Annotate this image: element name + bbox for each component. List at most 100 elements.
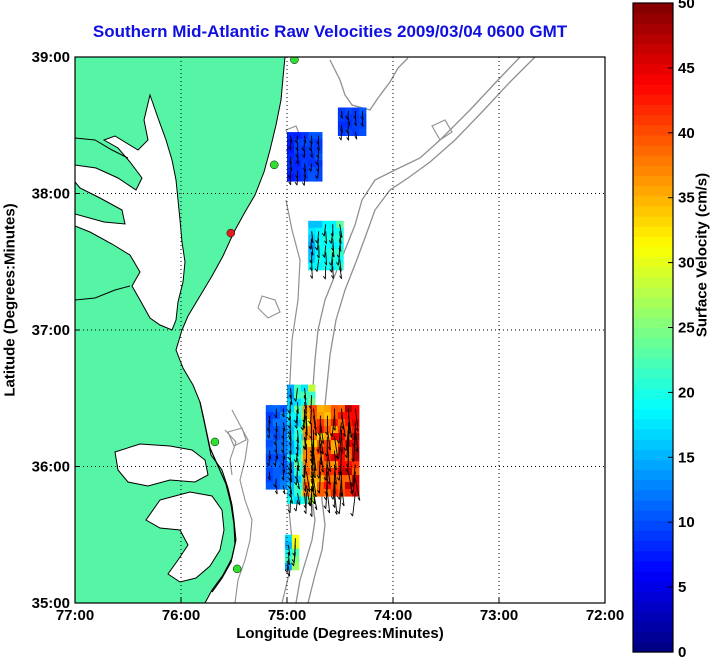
velocity-arrowhead [335,455,339,460]
x-tick-label: 74:00 [374,607,412,624]
velocity-arrowhead [324,261,328,266]
colorbar-swatch [633,611,673,623]
velocity-arrow [286,559,289,573]
colorbar-swatch [633,84,673,95]
velocity-arrowhead [274,490,278,495]
velocity-cell [316,461,325,469]
x-tick-label: 75:00 [268,607,306,624]
velocity-arrowhead [316,254,320,259]
velocity-arrow [311,266,313,279]
velocity-arrow [339,266,343,279]
colorbar-swatch [633,631,673,643]
x-tick-label: 77:00 [56,607,94,624]
velocity-cell [284,534,293,543]
velocity-arrowhead [288,451,292,455]
colorbar-swatch [633,449,673,460]
velocity-arrow [304,479,307,492]
velocity-cell [265,440,274,448]
x-tick-label: 72:00 [586,607,624,624]
velocity-arrowhead [357,497,361,501]
velocity-cell [351,440,360,448]
velocity-arrow [339,478,342,500]
velocity-arrowhead [297,501,301,506]
x-tick-label: 76:00 [162,607,200,624]
velocity-arrow [338,492,342,514]
velocity-cell [344,482,353,490]
velocity-arrow [317,170,319,179]
velocity-arrow [295,409,298,424]
velocity-arrow [318,429,321,453]
velocity-arrowhead [309,488,313,493]
colorbar-swatch [633,63,673,75]
velocity-arrow [325,231,327,244]
isobath-loop-1 [431,119,453,141]
velocity-arrowhead [310,275,313,279]
colorbar-swatch [633,459,673,471]
velocity-arrow [347,450,349,473]
velocity-arrow [332,478,335,500]
velocity-cell [316,475,325,483]
colorbar-swatch [633,428,673,440]
colorbar-tick-label: 30 [678,255,695,272]
velocity-arrowhead [307,502,311,506]
velocity-arrow [325,457,328,481]
colorbar-swatch [633,378,673,389]
velocity-arrowhead [331,275,334,279]
velocity-arrowhead [336,262,339,266]
velocity-arrow [319,471,321,494]
river-2 [75,285,131,301]
river-1 [75,137,129,159]
velocity-arrow [275,422,278,432]
outer-banks [199,401,236,593]
velocity-arrow [275,436,277,445]
colorbar-tick-label: 35 [678,190,695,207]
velocity-arrowhead [273,414,277,418]
velocity-arrowhead [322,254,325,258]
velocity-arrow [347,110,349,120]
velocity-arrowhead [297,485,300,490]
velocity-arrowhead [268,455,272,460]
colorbar-swatch [633,540,673,552]
velocity-arrow [295,451,298,463]
velocity-arrow [311,231,314,243]
velocity-arrow [353,436,356,462]
velocity-cell [316,482,325,490]
velocity-arrow [316,259,320,272]
colorbar-swatch [633,236,673,247]
velocity-arrowhead [328,446,331,451]
velocity-arrow [339,224,343,238]
velocity-arrowhead [314,246,318,251]
velocity-arrowhead [350,482,354,487]
velocity-arrow [304,457,307,478]
velocity-cell [358,128,367,137]
velocity-arrow [304,388,307,400]
velocity-arrowhead [280,449,284,454]
velocity-arrow [319,450,324,473]
velocity-arrowhead [282,427,286,432]
velocity-cell [291,562,300,571]
velocity-arrowhead [329,269,333,273]
velocity-arrow [275,485,278,495]
colorbar-swatch [633,479,673,491]
velocity-arrow [275,478,277,488]
velocity-arrow [297,458,300,471]
velocity-arrow [331,259,334,273]
velocity-arrowhead [321,232,325,237]
velocity-arrowhead [293,419,297,424]
velocity-arrowhead [302,425,305,429]
velocity-arrow [290,395,293,405]
colorbar-tick-label: 20 [678,384,695,401]
velocity-cell [344,489,353,497]
velocity-arrow [332,266,334,279]
velocity-cell [302,475,311,483]
velocity-arrowhead [266,462,270,467]
velocity-arrowhead [337,496,340,500]
velocity-arrow [333,492,338,515]
velocity-arrowhead [324,240,327,244]
velocity-arrowhead [308,168,312,172]
velocity-arrowhead [287,485,291,490]
colorbar-swatch [633,317,673,329]
colorbar-swatch [633,195,673,207]
velocity-arrow [282,485,286,495]
